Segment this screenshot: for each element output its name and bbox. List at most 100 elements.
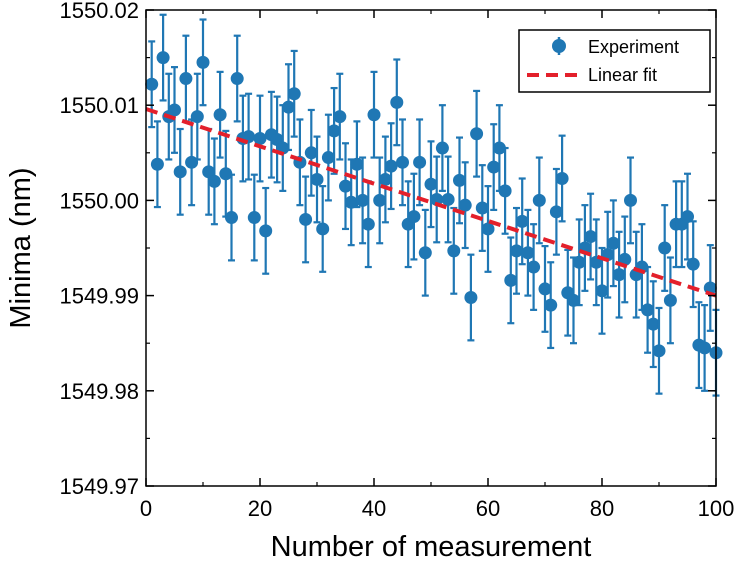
data-marker xyxy=(207,174,221,188)
data-marker xyxy=(150,157,164,171)
data-marker xyxy=(498,184,512,198)
data-point xyxy=(242,92,256,181)
data-point xyxy=(487,123,501,212)
data-point xyxy=(185,118,199,207)
data-point xyxy=(253,94,267,183)
y-tick-label: 1550.02 xyxy=(59,0,139,23)
data-point xyxy=(624,156,637,245)
data-marker xyxy=(458,198,472,212)
data-marker xyxy=(510,244,523,258)
data-marker xyxy=(441,192,455,206)
data-point xyxy=(686,220,700,309)
plot-area xyxy=(145,13,723,397)
data-marker xyxy=(418,246,432,260)
data-marker xyxy=(373,193,387,207)
y-tick-label: 1549.98 xyxy=(59,379,139,404)
data-point xyxy=(481,185,495,273)
data-marker xyxy=(663,293,677,307)
data-point xyxy=(567,256,580,345)
data-marker xyxy=(453,173,466,187)
data-marker xyxy=(652,344,666,358)
data-marker xyxy=(681,210,694,224)
data-point xyxy=(441,155,455,244)
data-marker xyxy=(282,100,295,114)
data-point xyxy=(282,63,295,152)
data-marker xyxy=(624,193,637,207)
data-point xyxy=(544,261,558,350)
data-point xyxy=(629,230,643,319)
data-marker xyxy=(487,160,501,174)
data-point xyxy=(578,204,592,292)
data-marker xyxy=(185,155,199,169)
data-point xyxy=(327,86,341,175)
data-marker xyxy=(595,284,609,298)
data-marker xyxy=(179,72,193,86)
data-point xyxy=(230,34,244,123)
data-point xyxy=(384,122,398,211)
data-marker xyxy=(327,124,341,138)
data-point xyxy=(458,161,472,250)
data-marker xyxy=(145,77,159,91)
data-point xyxy=(293,118,307,207)
data-point xyxy=(453,136,466,225)
data-marker xyxy=(259,224,273,238)
data-point xyxy=(361,180,375,269)
data-marker xyxy=(532,193,546,207)
data-point xyxy=(424,140,438,229)
legend-label-experiment: Experiment xyxy=(588,37,679,57)
data-marker xyxy=(481,222,495,236)
data-marker xyxy=(572,255,586,269)
data-point xyxy=(663,256,677,345)
data-marker xyxy=(253,132,267,146)
data-marker xyxy=(686,257,700,271)
data-marker xyxy=(230,72,244,86)
data-marker xyxy=(316,222,330,236)
data-point xyxy=(703,244,717,332)
legend: Experiment Linear fit xyxy=(518,29,711,93)
data-point xyxy=(658,204,672,292)
data-marker xyxy=(464,291,478,305)
data-marker xyxy=(544,298,558,312)
data-point xyxy=(561,248,575,337)
data-marker xyxy=(430,192,444,206)
data-marker xyxy=(333,110,347,124)
data-point xyxy=(225,173,238,262)
x-tick-label: 100 xyxy=(698,496,735,521)
data-marker xyxy=(390,95,404,109)
data-point xyxy=(407,172,421,261)
data-marker xyxy=(213,108,227,122)
data-marker xyxy=(606,236,620,250)
data-marker xyxy=(287,87,301,101)
data-marker xyxy=(435,141,449,155)
data-point xyxy=(498,146,512,235)
data-marker xyxy=(447,244,461,258)
data-point xyxy=(316,185,330,273)
data-point xyxy=(173,127,187,216)
data-point xyxy=(247,173,261,262)
data-point xyxy=(196,18,210,107)
data-point xyxy=(390,58,404,147)
data-marker xyxy=(156,51,170,65)
data-marker xyxy=(646,317,660,331)
data-marker xyxy=(407,210,421,224)
data-point xyxy=(618,215,632,304)
y-tick-label: 1550.00 xyxy=(59,188,139,213)
x-tick-label: 20 xyxy=(248,496,272,521)
data-marker xyxy=(367,108,381,122)
data-marker xyxy=(344,195,358,209)
data-marker xyxy=(555,172,569,186)
x-axis-title: Number of measurement xyxy=(271,531,592,561)
data-marker xyxy=(173,165,187,179)
data-marker xyxy=(424,177,438,191)
data-point xyxy=(595,246,609,335)
data-marker xyxy=(299,212,313,226)
data-marker xyxy=(549,205,563,219)
data-point xyxy=(418,208,432,297)
data-marker xyxy=(470,127,484,141)
data-point xyxy=(190,72,204,161)
data-point xyxy=(572,218,586,307)
x-tick-label: 60 xyxy=(476,496,500,521)
data-point xyxy=(207,137,221,226)
data-point xyxy=(681,172,694,261)
data-marker xyxy=(504,273,518,287)
